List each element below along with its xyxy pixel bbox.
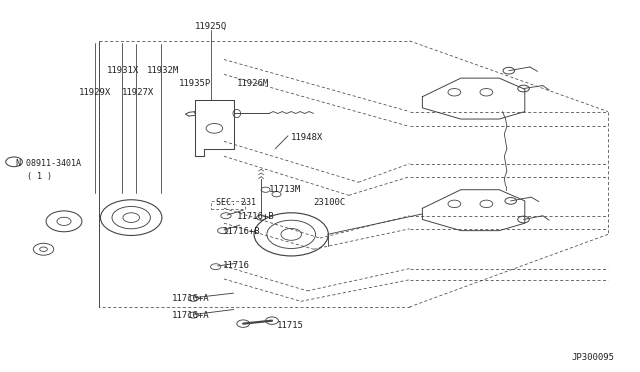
Text: 11716+A: 11716+A: [172, 294, 209, 303]
Text: JP300095: JP300095: [572, 353, 614, 362]
Text: 11716+B: 11716+B: [237, 212, 275, 221]
Text: 11948X: 11948X: [291, 133, 323, 142]
Text: 11931X: 11931X: [107, 66, 139, 75]
Text: 11716: 11716: [223, 262, 250, 270]
Text: 11925Q: 11925Q: [195, 22, 227, 31]
Text: SEC. 231: SEC. 231: [216, 198, 255, 207]
Text: 11929X: 11929X: [79, 88, 111, 97]
Text: 11932M: 11932M: [147, 66, 179, 75]
Text: N 08911-3401A: N 08911-3401A: [16, 159, 81, 168]
Text: 11935P: 11935P: [179, 79, 211, 88]
Text: 11926M: 11926M: [237, 79, 269, 88]
Text: 11715: 11715: [276, 321, 303, 330]
Text: 11716+B: 11716+B: [223, 227, 260, 236]
Text: 11716+A: 11716+A: [172, 311, 209, 320]
Text: 11713M: 11713M: [269, 185, 301, 194]
Text: 11927X: 11927X: [122, 88, 154, 97]
Text: 23100C: 23100C: [314, 198, 346, 207]
Text: ( 1 ): ( 1 ): [27, 172, 52, 181]
